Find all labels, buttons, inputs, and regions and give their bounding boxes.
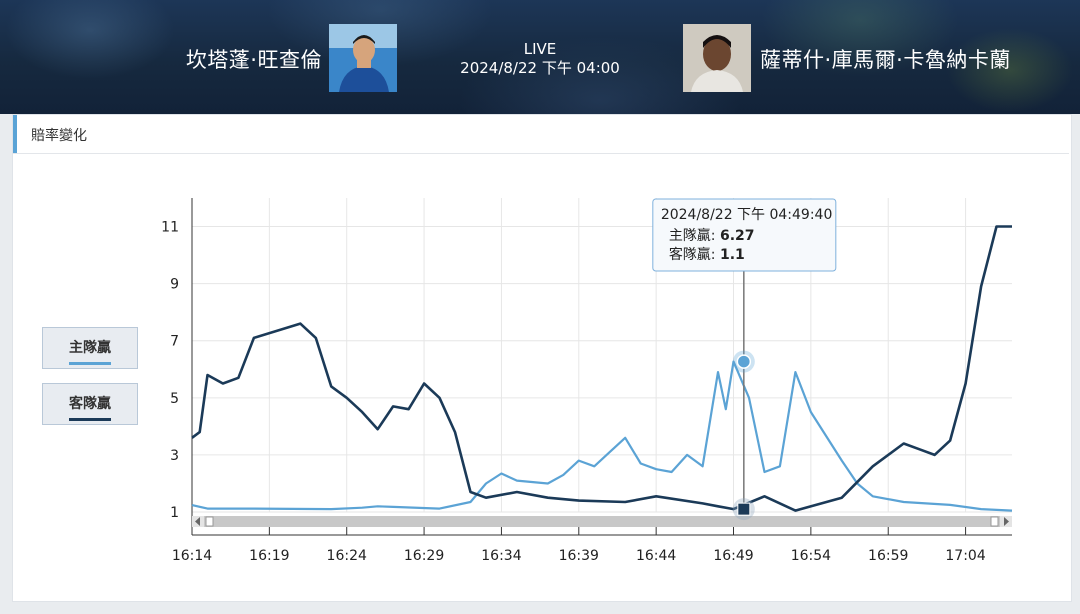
y-tick-label: 7 bbox=[170, 334, 179, 350]
home-player-avatar bbox=[329, 24, 397, 92]
x-tick-label: 16:24 bbox=[327, 548, 367, 564]
x-tick-label: 16:34 bbox=[481, 548, 521, 564]
scrollbar-thumb bbox=[204, 516, 1000, 527]
header-background bbox=[0, 0, 1080, 114]
scroll-right-handle bbox=[990, 516, 999, 527]
legend-away-win-button[interactable]: 客隊贏 bbox=[42, 383, 138, 425]
legend-home-win-button[interactable]: 主隊贏 bbox=[42, 327, 138, 369]
away-win-series-line bbox=[191, 225, 1012, 512]
match-datetime: 2024/8/22 下午 04:00 bbox=[460, 59, 620, 77]
scroll-left-arrow-icon bbox=[195, 517, 200, 526]
tooltip-box bbox=[652, 198, 837, 272]
x-tick-label: 16:59 bbox=[868, 548, 908, 564]
y-tick-label: 1 bbox=[170, 505, 179, 521]
x-tick-label: 16:49 bbox=[713, 548, 753, 564]
x-tick-label: 16:14 bbox=[172, 548, 212, 564]
away-player-avatar bbox=[683, 24, 751, 92]
panel-accent-bar bbox=[13, 115, 17, 153]
tooltip-row-label: 客隊贏: bbox=[669, 246, 720, 263]
legend-home-label: 主隊贏 bbox=[69, 340, 111, 356]
x-tick-label: 16:44 bbox=[636, 548, 676, 564]
match-header: 坎塔蓬·旺查倫 LIVE 2024/8/22 下午 04:00 薩蒂什·庫馬爾·… bbox=[0, 0, 1080, 114]
home-player-name[interactable]: 坎塔蓬·旺查倫 bbox=[185, 48, 322, 72]
y-tick-label: 5 bbox=[170, 391, 179, 407]
y-tick-label: 3 bbox=[170, 448, 179, 464]
home-win-series-line bbox=[191, 360, 1013, 512]
x-tick-label: 16:29 bbox=[404, 548, 444, 564]
x-tick-label: 16:39 bbox=[559, 548, 599, 564]
scroll-left-handle bbox=[205, 516, 214, 527]
panel-title-bar: 賠率變化 bbox=[13, 115, 1069, 154]
home-hover-marker bbox=[736, 354, 752, 369]
chart-scrollbar[interactable] bbox=[192, 516, 1012, 527]
tooltip-away-row: 客隊贏: 1.1 bbox=[669, 246, 745, 263]
legend-away-swatch bbox=[69, 418, 111, 421]
tooltip-row-value: 1.1 bbox=[720, 247, 745, 263]
x-tick-label: 17:04 bbox=[945, 548, 985, 564]
x-tick-label: 16:54 bbox=[791, 548, 831, 564]
tooltip-home-row: 主隊贏: 6.27 bbox=[669, 228, 755, 244]
scroll-right-arrow-icon bbox=[1004, 517, 1009, 526]
legend-home-swatch bbox=[69, 362, 111, 365]
tooltip-time: 2024/8/22 下午 04:49:40 bbox=[661, 207, 833, 223]
away-hover-marker bbox=[737, 502, 751, 516]
y-tick-label: 11 bbox=[161, 220, 179, 236]
panel-title: 賠率變化 bbox=[31, 128, 87, 144]
tooltip-row-value: 6.27 bbox=[720, 228, 755, 244]
live-status: LIVE bbox=[523, 40, 557, 58]
match-info: LIVE 2024/8/22 下午 04:00 bbox=[440, 40, 640, 78]
x-tick-label: 16:19 bbox=[249, 548, 289, 564]
away-player-name[interactable]: 薩蒂什·庫馬爾·卡魯納卡蘭 bbox=[760, 48, 1011, 72]
tooltip-row-label: 主隊贏: bbox=[669, 228, 720, 244]
y-tick-label: 9 bbox=[170, 277, 179, 293]
legend-away-label: 客隊贏 bbox=[69, 396, 111, 412]
